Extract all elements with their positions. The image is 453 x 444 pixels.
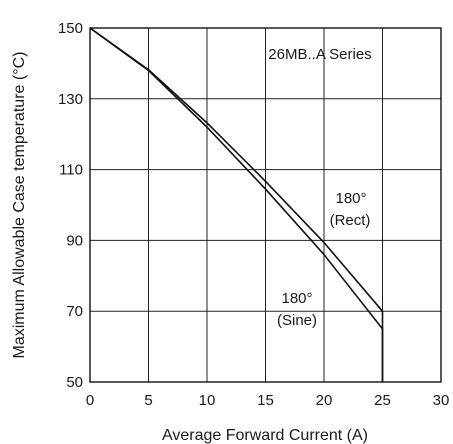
sine-type-label: (Sine) bbox=[277, 312, 317, 329]
x-tick-label: 25 bbox=[374, 392, 391, 409]
y-tick-label: 150 bbox=[58, 20, 83, 37]
x-tick-label: 0 bbox=[86, 392, 94, 409]
rect-angle-label: 180° bbox=[335, 190, 366, 207]
x-tick-label: 10 bbox=[199, 392, 216, 409]
rect-type-label: (Rect) bbox=[330, 212, 371, 229]
grid bbox=[89, 27, 442, 383]
y-tick-label: 130 bbox=[58, 91, 83, 108]
x-axis-label: Average Forward Current (A) bbox=[162, 427, 368, 444]
x-tick-label: 5 bbox=[144, 392, 152, 409]
series-group bbox=[89, 27, 384, 382]
y-tick-label: 50 bbox=[66, 374, 83, 391]
series-name-annotation: 26MB..A Series bbox=[268, 46, 371, 63]
plot-frame bbox=[89, 27, 442, 383]
y-tick-label: 110 bbox=[59, 162, 83, 179]
x-tick-label: 15 bbox=[257, 392, 274, 409]
y-tick-label: 90 bbox=[66, 232, 83, 249]
series-line-sine bbox=[89, 27, 384, 382]
sine-angle-label: 180° bbox=[281, 290, 312, 307]
x-tick-label: 20 bbox=[316, 392, 333, 409]
y-axis-label: Maximum Allowable Case temperature (°C) bbox=[11, 52, 28, 359]
x-tick-label: 30 bbox=[433, 392, 450, 409]
tick-labels: 0 5 10 15 20 25 30 50 70 90 110 130 150 bbox=[58, 20, 449, 409]
y-tick-label: 70 bbox=[66, 303, 83, 320]
